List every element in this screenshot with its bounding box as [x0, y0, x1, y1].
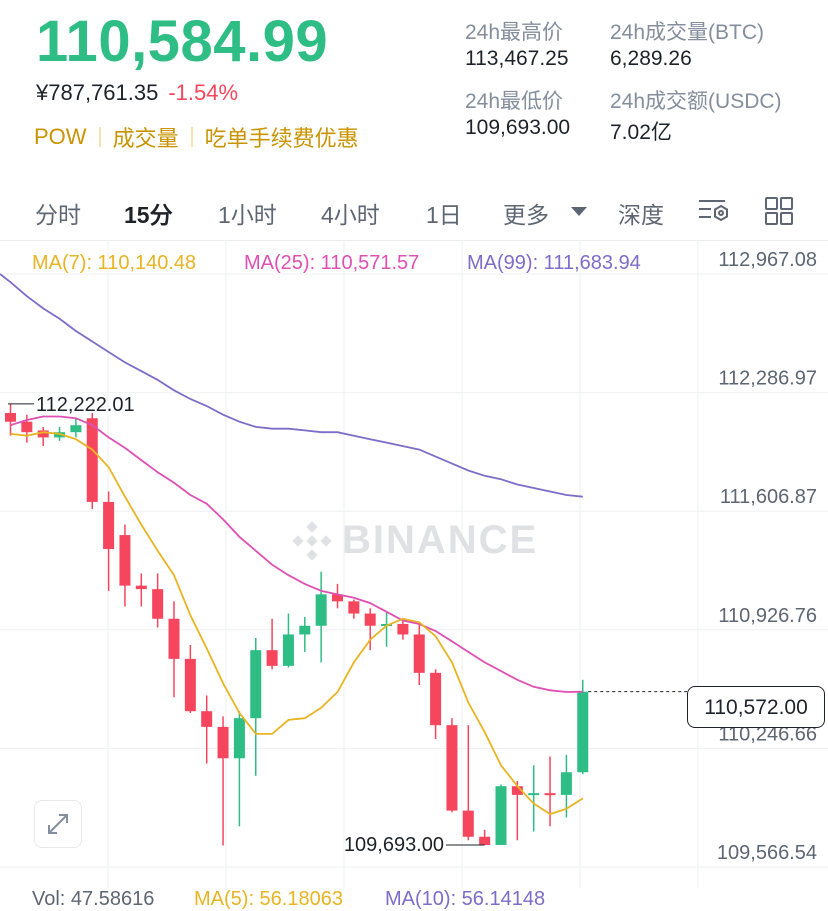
volume-ma10: MA(10): 56.14148 — [385, 888, 546, 910]
low-value: 109,693.00 — [465, 116, 571, 139]
candle-body — [152, 589, 164, 619]
ma25-line — [10, 415, 583, 693]
vol-usdc-label: 24h成交额(USDC) — [610, 90, 782, 113]
grid-icon[interactable] — [764, 196, 794, 226]
candle-body — [103, 501, 115, 550]
tag-pow[interactable]: POW — [34, 124, 87, 149]
change-percent: -1.54% — [168, 80, 239, 105]
low-marker-label: 109,693.00 — [344, 834, 444, 856]
tab-more[interactable]: 更多 — [503, 202, 549, 228]
ma7-line — [10, 431, 584, 816]
stats-col-volume: 24h成交量(BTC) 6,289.26 24h成交额(USDC) 7.02亿 — [610, 16, 782, 154]
tag-divider — [190, 127, 193, 147]
volume-value: Vol: 47.58616 — [32, 888, 155, 910]
settings-icon[interactable] — [697, 196, 731, 226]
candle-body — [266, 650, 278, 666]
candle-body — [37, 430, 49, 438]
y-tick-label: 110,246.66 — [718, 723, 817, 745]
candle-body — [250, 650, 262, 719]
y-tick-label: 110,926.76 — [718, 605, 817, 627]
candle-body — [560, 772, 572, 795]
candle-body — [577, 691, 589, 773]
tag-volume[interactable]: 成交量 — [112, 126, 179, 151]
ma99-line — [0, 273, 583, 498]
vol-usdc-value: 7.02亿 — [610, 121, 672, 144]
expand-icon — [48, 814, 68, 834]
tag-row: POW 成交量 吃单手续费优惠 — [34, 121, 359, 153]
y-tick-label: 112,967.08 — [718, 249, 817, 271]
candle-body — [299, 625, 311, 635]
tab-1d[interactable]: 1日 — [426, 202, 462, 228]
high-marker-label: 112,222.01 — [36, 394, 135, 416]
candle-body — [233, 718, 245, 759]
volume-ma5: MA(5): 56.18063 — [194, 888, 343, 910]
expand-button[interactable] — [34, 800, 82, 848]
candle-body — [119, 535, 131, 586]
ma99-label: MA(99): 111,683.94 — [467, 252, 641, 274]
candle-body — [282, 634, 294, 666]
candle-body — [135, 585, 147, 590]
tab-4h[interactable]: 4小时 — [321, 202, 380, 228]
watermark-text: BINANCE — [342, 518, 539, 562]
tab-1h[interactable]: 1小时 — [218, 202, 277, 228]
tab-15m[interactable]: 15分 — [124, 202, 173, 228]
candle-body — [446, 725, 458, 811]
candle-body — [413, 634, 425, 673]
tabs-divider — [0, 240, 828, 241]
high-label: 24h最高价 — [465, 21, 564, 44]
candle-body — [201, 711, 213, 727]
candle-body — [528, 793, 540, 796]
candle-body — [462, 810, 474, 837]
candle-body — [315, 594, 327, 626]
candle-body — [479, 836, 491, 845]
y-tick-label: 112,286.97 — [718, 368, 817, 390]
chevron-down-icon[interactable] — [571, 207, 587, 216]
binance-logo — [292, 520, 332, 561]
ma25-label: MA(25): 110,571.57 — [244, 252, 420, 274]
vol-btc-value: 6,289.26 — [610, 47, 692, 70]
tag-fee-discount[interactable]: 吃单手续费优惠 — [204, 126, 359, 151]
candle-body — [86, 418, 98, 502]
watermark: BINANCE — [290, 518, 538, 563]
tag-divider — [98, 127, 101, 147]
candle-body — [364, 613, 376, 626]
candle-body — [511, 786, 523, 795]
low-label: 24h最低价 — [465, 90, 564, 113]
candle-body — [495, 786, 507, 845]
interval-tabs: 分时 15分 1小时 4小时 1日 更多 深度 — [0, 192, 828, 232]
last-price: 110,584.99 — [36, 9, 329, 74]
candle-body — [21, 421, 33, 433]
candle-body — [397, 624, 409, 635]
candlestick-chart[interactable]: 112,967.08 112,286.97 111,606.87 110,926.76… — [0, 240, 828, 888]
ma7-label: MA(7): 110,140.48 — [32, 252, 197, 274]
price-subrow: ¥787,761.35 -1.54% — [36, 80, 238, 106]
stats-col-price: 24h最高价 113,467.25 24h最低价 109,693.00 — [465, 16, 570, 154]
cny-price: ¥787,761.35 — [36, 80, 159, 105]
candle-body — [332, 594, 343, 602]
vol-btc-label: 24h成交量(BTC) — [610, 21, 765, 44]
candle-body — [217, 726, 229, 759]
y-tick-label: 109,566.54 — [717, 842, 817, 864]
candle-body — [348, 601, 360, 614]
candle-body — [70, 425, 82, 433]
current-price-label: 110,572.00 — [687, 686, 825, 728]
candle-body — [184, 658, 196, 712]
candle-body — [5, 412, 16, 422]
y-tick-label: 111,606.87 — [720, 486, 817, 508]
tab-depth[interactable]: 深度 — [618, 202, 664, 228]
tab-timeline[interactable]: 分时 — [35, 202, 81, 228]
candle-body — [430, 672, 442, 726]
candle-body — [168, 618, 180, 659]
high-value: 113,467.25 — [465, 47, 569, 70]
candle-body — [544, 793, 556, 796]
